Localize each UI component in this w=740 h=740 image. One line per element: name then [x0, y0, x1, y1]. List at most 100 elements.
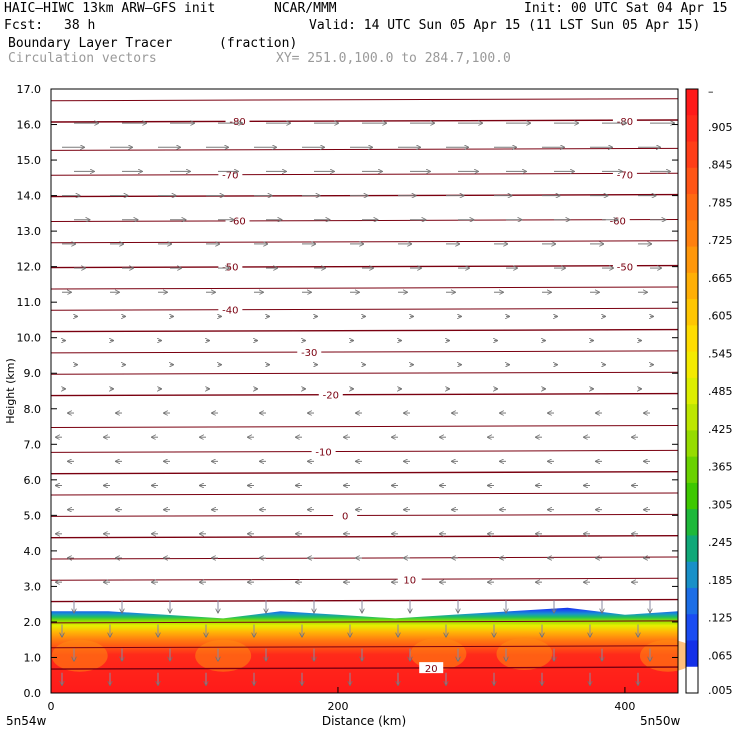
contour-line [50, 328, 679, 333]
temperature-contours: -80 -80 -70 -70 -60 -60 -50 -50 -40 -30 -20 -10 0 10 2… [50, 98, 679, 675]
tracer-pocket [195, 639, 252, 672]
colorbar-label: .545 [708, 347, 733, 360]
contour-line [50, 147, 679, 151]
contour-line [50, 425, 679, 428]
boundary-layer-shading [51, 607, 678, 693]
fcst-label: Fcst: [4, 18, 44, 33]
contour-line [50, 307, 679, 311]
x-axis: 0 200 400 [48, 687, 635, 713]
contour-label-bg [612, 168, 637, 180]
contour-label-bg [297, 345, 322, 357]
y-tick-label: 1.0 [24, 651, 42, 664]
contour-label-bg [318, 388, 343, 400]
contour-line [50, 556, 679, 560]
y-tick-label: 15.0 [17, 154, 42, 167]
contour-label-bg [218, 168, 243, 180]
colorbar-swatch [686, 430, 698, 458]
contour-label-bg [612, 260, 637, 272]
y-tick-label: 16.0 [17, 119, 42, 132]
org-label: NCAR/MMM [274, 1, 337, 16]
colorbar-label: .125 [708, 612, 733, 625]
colorbar-label: .305 [708, 498, 733, 511]
y-tick-label: 8.0 [24, 403, 42, 416]
colorbar-swatch [686, 535, 698, 563]
contour-label-bg [225, 214, 250, 226]
contour-label-bg [311, 445, 336, 457]
contour-line [50, 577, 679, 581]
y-tick-label: 10.0 [17, 332, 42, 345]
colorbar-swatch [686, 299, 698, 326]
y-axis: 0.0 1.0 2.0 3.0 4.0 5.0 6.0 7.0 8.0 9.0 10.0 11.0 12… [17, 83, 678, 700]
colorbar-label: .005 [708, 684, 733, 697]
contour-label: -80 [229, 117, 245, 128]
tracer-pocket [496, 637, 553, 670]
contour-line [50, 666, 679, 670]
colorbar-label: .905 [708, 121, 733, 134]
colorbar-swatch [686, 220, 698, 248]
field-units: (fraction) [219, 36, 298, 51]
contour-line [50, 371, 679, 375]
contour-line [50, 286, 679, 290]
fcst-value: 38 h [64, 18, 96, 33]
colorbar-label: .785 [708, 196, 733, 209]
colorbar-swatch [686, 351, 698, 379]
contour-line [50, 620, 679, 624]
contour-label: -70 [222, 170, 238, 181]
y-tick-label: 7.0 [24, 438, 42, 451]
colorbar-swatch [686, 377, 698, 405]
contour-line [50, 535, 679, 539]
colorbar-swatch [686, 482, 698, 510]
colorbar-label: .065 [708, 649, 733, 662]
colorbar-swatch [686, 115, 698, 143]
contour-label: -50 [617, 263, 633, 274]
contour-line [50, 392, 679, 397]
circulation-vectors [56, 123, 674, 685]
y-tick-label: 11.0 [17, 296, 42, 309]
colorbar-label: .425 [708, 423, 733, 436]
y-tick-label: 6.0 [24, 474, 42, 487]
contour-label-bg [397, 573, 422, 585]
contour-line [50, 449, 679, 453]
colorbar-swatch [686, 614, 698, 641]
y-tick-label: 17.0 [17, 83, 42, 96]
contour-label: -30 [301, 348, 317, 359]
x-right-location: 5n50w [640, 714, 681, 728]
colorbar-swatch [686, 404, 698, 431]
contour-line [50, 598, 679, 603]
colorbar-swatch [686, 666, 698, 694]
contour-label-bg [612, 114, 637, 126]
contour-line [50, 98, 679, 102]
contour-label: -60 [229, 216, 245, 227]
y-axis-title: Height (km) [4, 358, 17, 424]
contour-label: 10 [403, 575, 416, 586]
model-title: HAIC–HIWC 13km ARW–GFS init [4, 1, 216, 16]
contour-label: 0 [342, 511, 348, 522]
colorbar-swatch [686, 141, 698, 169]
y-tick-label: 9.0 [24, 367, 42, 380]
contour-line [50, 172, 679, 176]
vector-label: Circulation vectors [8, 51, 157, 66]
contour-label: -40 [222, 305, 238, 316]
xy-range: XY= 251.0,100.0 to 284.7,100.0 [276, 51, 511, 66]
colorbar-label: – [708, 85, 714, 98]
colorbar-swatch [686, 167, 698, 195]
tracer-pocket [51, 639, 108, 672]
contour-line [50, 119, 679, 123]
y-tick-label: 14.0 [17, 190, 42, 203]
colorbar-frame [685, 88, 699, 694]
tracer-pocket [410, 637, 467, 670]
valid-time: Valid: 14 UTC Sun 05 Apr 15 (11 LST Sun … [309, 18, 701, 33]
contour-line [50, 240, 679, 244]
y-tick-label: 3.0 [24, 580, 42, 593]
contour-label-bg [333, 509, 358, 521]
y-tick-label: 4.0 [24, 545, 42, 558]
contour-label: -60 [610, 216, 626, 227]
colorbar-swatch [686, 272, 698, 300]
x-tick-label: 400 [614, 700, 635, 713]
contour-label: -80 [617, 117, 633, 128]
colorbar-swatch [686, 89, 698, 116]
colorbar-swatch [686, 561, 698, 589]
x-tick-label: 200 [327, 700, 348, 713]
contour-label-bg [218, 303, 243, 315]
colorbar-swatch [686, 587, 698, 615]
